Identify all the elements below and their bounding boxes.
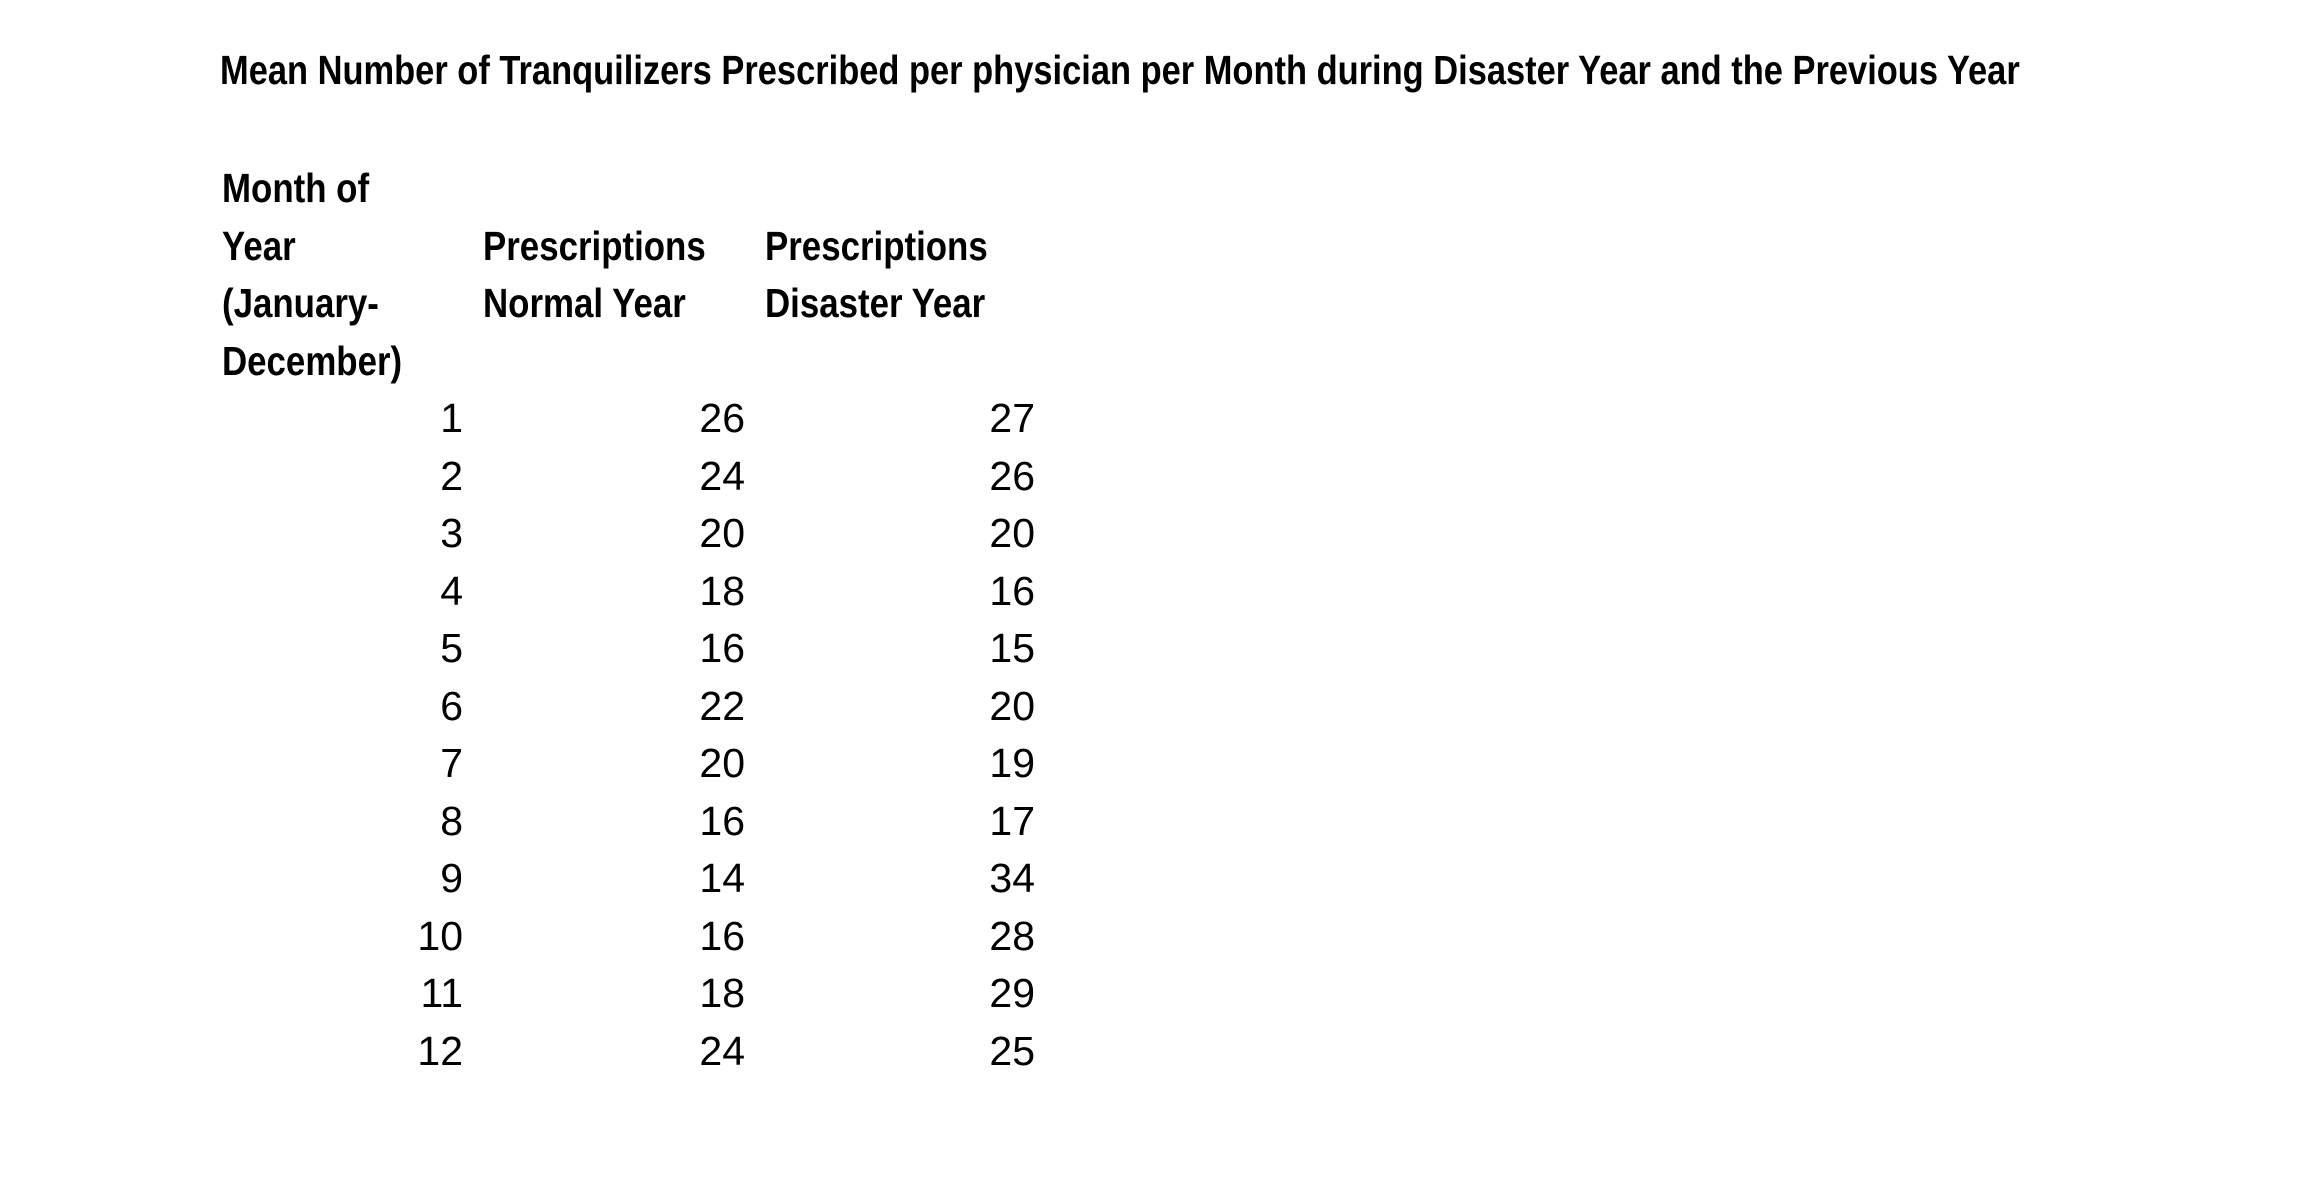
disaster-year-cell: 25 — [989, 1027, 1035, 1074]
disaster-year-cell: 15 — [989, 625, 1035, 671]
month-cell: 1 — [440, 395, 463, 441]
page-title: Mean Number of Tranquilizers Prescribed … — [220, 47, 2020, 93]
month-cell: 5 — [440, 625, 463, 671]
month-cell: 10 — [417, 912, 463, 959]
month-cell: 6 — [440, 682, 463, 729]
month-cell: 3 — [440, 510, 463, 556]
disaster-year-cell: 29 — [989, 970, 1035, 1016]
normal-year-cell: 20 — [699, 740, 745, 786]
normal-year-cell: 14 — [699, 855, 745, 901]
month-cell: 4 — [440, 567, 463, 614]
normal-year-cell: 16 — [699, 912, 745, 959]
month-cell: 9 — [440, 855, 463, 901]
disaster-year-cell: 28 — [989, 912, 1035, 959]
column-header-month-of-year: Month of Year (January- December) — [222, 165, 403, 384]
month-cell: 12 — [417, 1027, 463, 1074]
normal-year-cell: 26 — [699, 395, 745, 441]
normal-year-cell: 18 — [699, 970, 745, 1016]
normal-year-cell: 24 — [699, 1027, 745, 1074]
column-header-prescriptions-normal-year: Prescriptions Normal Year — [483, 222, 706, 327]
month-cell: 2 — [440, 452, 463, 499]
normal-year-cell: 18 — [699, 567, 745, 614]
normal-year-cell: 20 — [699, 510, 745, 556]
disaster-year-cell: 17 — [989, 797, 1035, 844]
normal-year-cell: 16 — [699, 625, 745, 671]
column-header-prescriptions-disaster-year: Prescriptions Disaster Year — [765, 222, 988, 327]
disaster-year-cell: 20 — [989, 682, 1035, 729]
month-cell: 8 — [440, 797, 463, 844]
normal-year-cell: 22 — [699, 682, 745, 729]
disaster-year-cell: 20 — [989, 510, 1035, 556]
disaster-year-cell: 26 — [989, 452, 1035, 499]
disaster-year-cell: 27 — [989, 395, 1035, 441]
disaster-year-cell: 19 — [989, 740, 1035, 786]
month-cell: 11 — [420, 970, 463, 1016]
month-cell: 7 — [440, 740, 463, 786]
prescriptions-table: Month of Year (January- December) Prescr… — [222, 160, 1035, 1080]
disaster-year-cell: 34 — [989, 855, 1035, 901]
disaster-year-cell: 16 — [989, 567, 1035, 614]
normal-year-cell: 16 — [699, 797, 745, 844]
normal-year-cell: 24 — [699, 452, 745, 499]
